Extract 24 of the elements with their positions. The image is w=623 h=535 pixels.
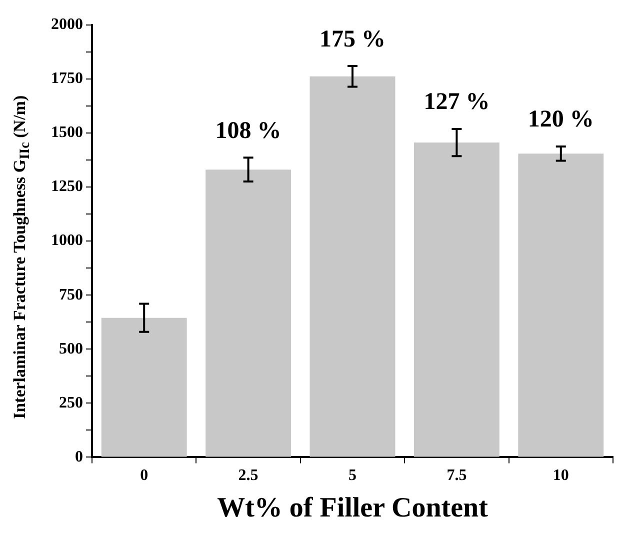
x-axis-title: Wt% of Filler Content — [217, 492, 489, 524]
annotation: 127 % — [424, 89, 490, 116]
x-tick-label: 5 — [348, 466, 356, 484]
y-tick-label: 750 — [59, 286, 83, 304]
y-tick-label: 0 — [75, 448, 83, 466]
x-tick-label: 10 — [552, 466, 569, 484]
x-tick-label: 7.5 — [446, 466, 467, 484]
annotation: 175 % — [320, 26, 386, 52]
y-tick-label: 1750 — [51, 70, 83, 88]
y-tick-label: 1000 — [51, 232, 83, 250]
bar — [101, 318, 187, 457]
bar — [310, 76, 396, 457]
y-tick-label: 500 — [59, 340, 83, 358]
y-tick-label: 2000 — [51, 16, 83, 34]
bar — [206, 170, 292, 457]
annotation: 120 % — [528, 106, 594, 133]
x-tick-label: 0 — [140, 466, 148, 484]
x-tick-label: 2.5 — [238, 466, 258, 484]
y-tick-label: 250 — [59, 394, 83, 412]
y-tick-label: 1500 — [51, 124, 83, 142]
bar — [518, 154, 604, 457]
bar — [414, 142, 500, 457]
y-tick-label: 1250 — [51, 178, 83, 196]
annotation: 108 % — [215, 118, 282, 144]
